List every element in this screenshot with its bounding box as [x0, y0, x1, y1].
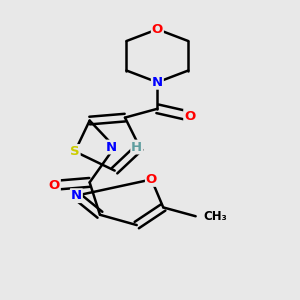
Text: N: N	[106, 141, 117, 154]
Text: S: S	[70, 145, 80, 158]
Text: N: N	[71, 189, 82, 202]
Text: O: O	[49, 179, 60, 192]
Text: O: O	[184, 110, 195, 123]
Text: H: H	[131, 141, 142, 154]
Text: O: O	[146, 173, 157, 186]
Text: N: N	[152, 76, 163, 89]
Text: O: O	[152, 23, 163, 36]
Text: CH₃: CH₃	[203, 210, 227, 223]
